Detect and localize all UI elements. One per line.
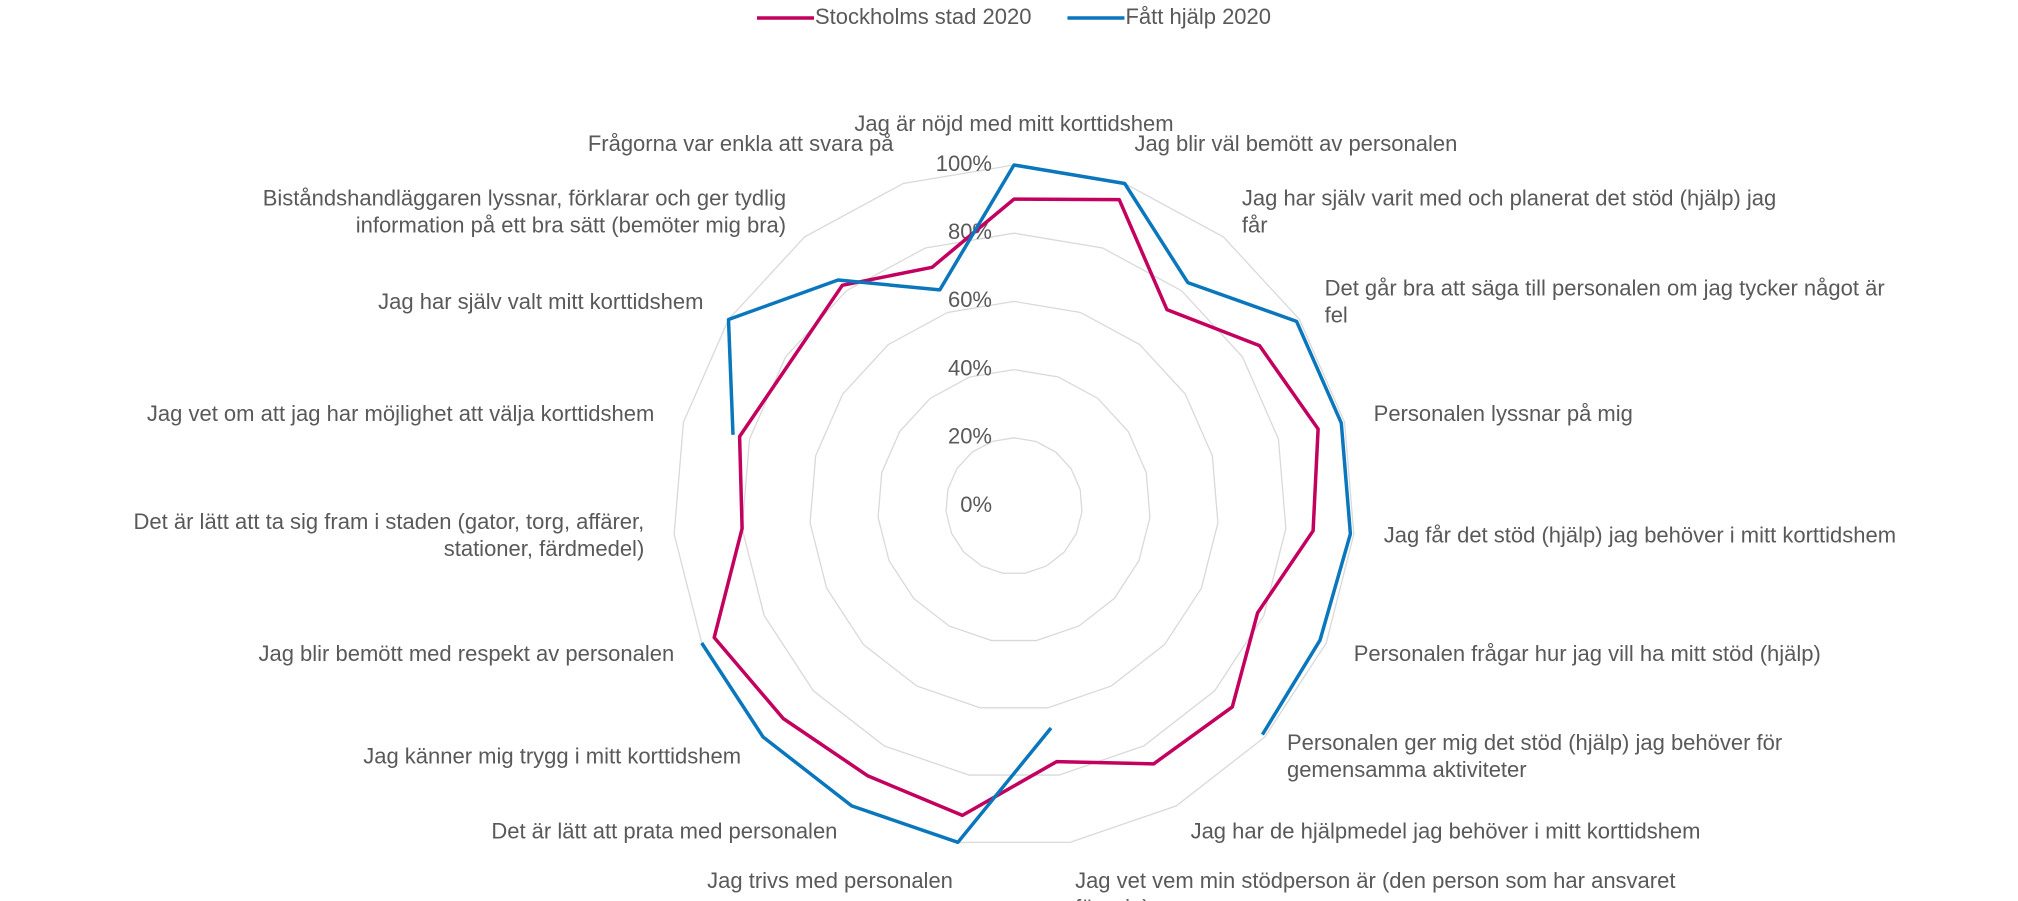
category-label: Det går bra att säga till personalen om … <box>1325 275 1885 327</box>
legend-label: Fått hjälp 2020 <box>1125 4 1271 29</box>
legend-label: Stockholms stad 2020 <box>815 4 1031 29</box>
y-tick-label: 60% <box>948 287 992 312</box>
grid-line <box>877 368 1151 642</box>
category-label: Jag vet vem min stödperson är (den perso… <box>1075 868 1675 901</box>
category-label: Personalen ger mig det stöd (hjälp) jag … <box>1287 730 1782 782</box>
y-tick-label: 0% <box>960 492 992 517</box>
y-tick-label: 100% <box>936 151 992 176</box>
category-label: Jag trivs med personalen <box>707 868 953 893</box>
legend: Stockholms stad 2020 Fått hjälp 2020 <box>756 4 1271 29</box>
category-label: Jag känner mig trygg i mitt korttidshem <box>363 743 741 768</box>
category-label: Jag vet om att jag har möjlighet att väl… <box>147 401 654 426</box>
series-line <box>712 197 1320 818</box>
category-label: Det är lätt att ta sig fram i staden (ga… <box>134 509 645 561</box>
category-label: Jag är nöjd med mitt korttidshem <box>854 111 1173 136</box>
y-tick-label: 40% <box>948 355 992 380</box>
category-label: Jag har själv varit med och planerat det… <box>1242 186 1776 238</box>
category-label: Frågorna var enkla att svara på <box>588 131 894 156</box>
category-label: Personalen lyssnar på mig <box>1374 401 1633 426</box>
category-label: Jag blir bemött med respekt av personale… <box>258 641 674 666</box>
category-label: Jag har själv valt mitt korttidshem <box>378 289 703 314</box>
category-label: Jag har de hjälpmedel jag behöver i mitt… <box>1191 818 1701 843</box>
category-label: Personalen frågar hur jag vill ha mitt s… <box>1354 641 1821 666</box>
category-label: Biståndshandläggaren lyssnar, förklarar … <box>263 186 786 238</box>
category-label: Det är lätt att prata med personalen <box>491 818 837 843</box>
grid-line <box>945 437 1083 574</box>
series-line <box>726 163 1353 736</box>
grid-line <box>673 164 1355 843</box>
y-tick-label: 20% <box>948 424 992 449</box>
category-label: Jag får det stöd (hjälp) jag behöver i m… <box>1384 522 1896 547</box>
grid-line <box>809 300 1219 709</box>
category-label: Jag blir väl bemött av personalen <box>1134 131 1457 156</box>
series-line <box>700 642 1053 845</box>
